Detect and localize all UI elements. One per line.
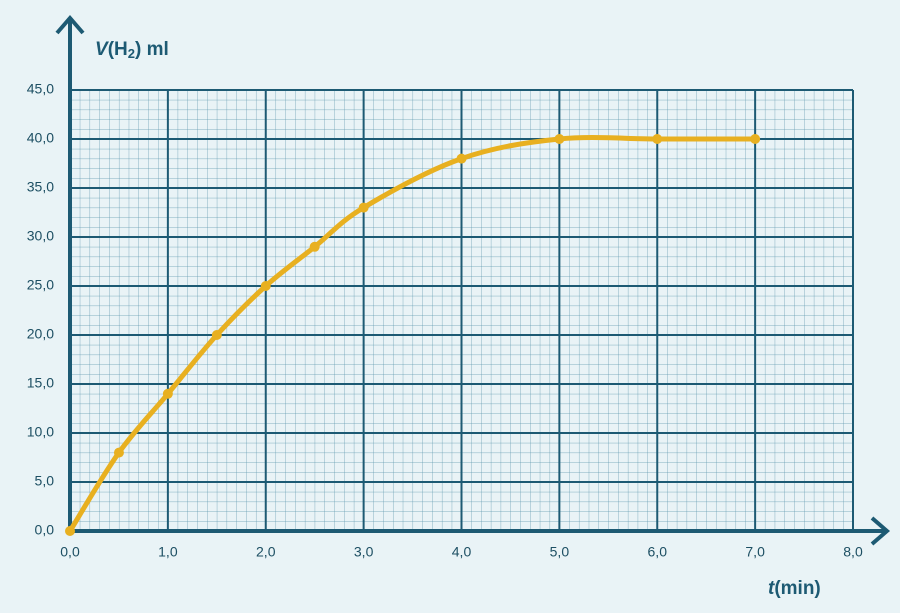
y-tick-label: 40,0	[27, 130, 54, 146]
point	[554, 134, 565, 144]
x-tick-label: 6,0	[648, 544, 668, 560]
y-tick-label: 25,0	[27, 277, 54, 293]
curve	[67, 135, 758, 534]
point	[358, 202, 369, 213]
point	[750, 134, 761, 144]
y-axis-arrow	[55, 14, 85, 35]
point	[113, 447, 124, 458]
x-axis-arrow	[870, 516, 891, 546]
y-tick-label: 10,0	[27, 424, 54, 440]
y-tick-label: 15,0	[27, 375, 54, 391]
x-tick-label: 4,0	[452, 544, 472, 560]
y-tick-label: 20,0	[27, 326, 54, 342]
point	[309, 241, 320, 252]
y-tick-label: 5,0	[35, 473, 55, 489]
y-tick-label: 30,0	[27, 228, 54, 244]
x-tick-label: 8,0	[843, 544, 863, 560]
point	[260, 281, 271, 291]
x-tick-label: 7,0	[745, 544, 765, 560]
point	[652, 134, 663, 144]
point	[65, 526, 75, 536]
x-tick-label: 1,0	[158, 544, 178, 560]
x-axis-label: t(min)	[768, 578, 821, 599]
x-tick-label: 5,0	[550, 544, 570, 560]
y-tick-label: 45,0	[27, 81, 54, 97]
x-tick-label: 3,0	[354, 544, 374, 560]
y-tick-label: 35,0	[27, 179, 54, 195]
y-tick-label: 0,0	[35, 522, 55, 538]
x-tick-label: 0,0	[60, 544, 80, 560]
point	[162, 388, 173, 399]
point	[211, 330, 222, 340]
x-tick-label: 2,0	[256, 544, 276, 560]
point	[456, 153, 467, 164]
y-axis-label: V(H2) ml	[95, 39, 169, 61]
